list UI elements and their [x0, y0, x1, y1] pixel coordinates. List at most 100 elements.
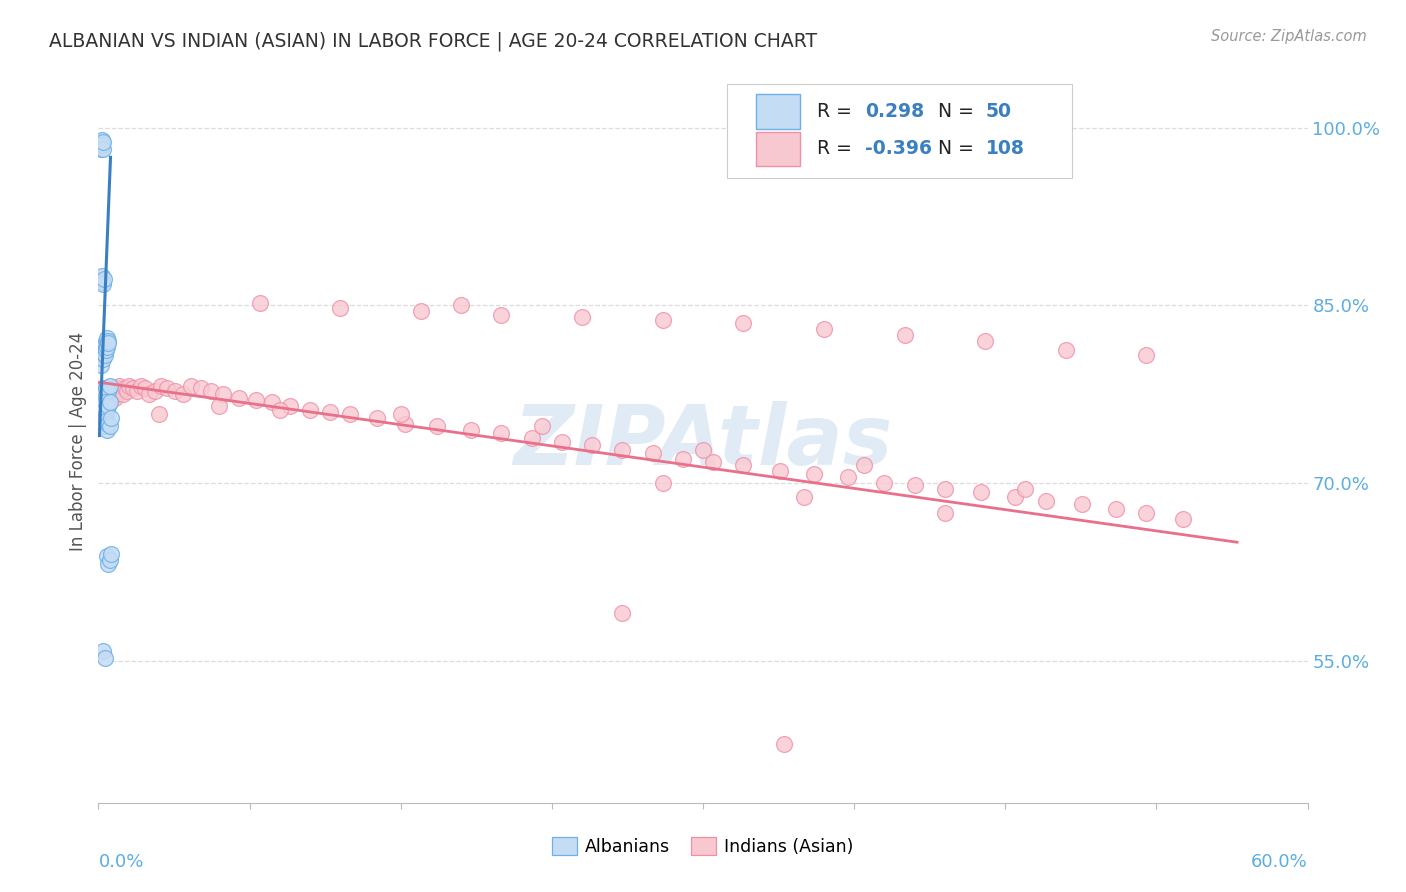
Point	[129, 379, 152, 393]
Point	[278, 399, 301, 413]
Point	[91, 138, 114, 153]
Point	[450, 298, 472, 312]
Point	[329, 301, 352, 315]
Point	[1070, 497, 1092, 511]
Point	[409, 304, 432, 318]
Point	[94, 407, 117, 421]
Point	[89, 393, 111, 408]
Point	[104, 384, 127, 398]
Point	[190, 381, 212, 395]
Point	[134, 381, 156, 395]
Point	[96, 384, 118, 398]
Point	[148, 407, 170, 421]
Point	[581, 438, 603, 452]
Point	[426, 419, 449, 434]
Point	[319, 405, 342, 419]
Point	[94, 391, 117, 405]
Point	[93, 644, 115, 658]
Point	[366, 410, 388, 425]
Point	[103, 381, 125, 395]
Point	[91, 387, 114, 401]
Point	[768, 464, 790, 478]
Point	[93, 402, 115, 417]
Text: R =: R =	[817, 102, 852, 120]
Point	[91, 395, 114, 409]
Point	[90, 135, 112, 149]
Point	[212, 387, 235, 401]
Point	[641, 446, 664, 460]
Point	[803, 467, 825, 481]
Text: -0.396: -0.396	[865, 139, 932, 159]
Point	[96, 331, 118, 345]
Point	[107, 379, 129, 393]
Point	[1004, 490, 1026, 504]
Text: R =: R =	[817, 139, 852, 159]
Point	[90, 138, 112, 153]
Point	[733, 458, 755, 473]
Point	[530, 419, 553, 434]
Point	[93, 387, 115, 401]
Point	[121, 381, 143, 395]
Point	[149, 379, 172, 393]
Point	[94, 393, 117, 408]
Point	[101, 387, 124, 401]
Point	[96, 395, 118, 409]
Point	[91, 268, 114, 283]
Point	[180, 379, 202, 393]
Point	[98, 395, 121, 409]
Point	[94, 399, 117, 413]
Point	[94, 348, 117, 362]
Point	[520, 431, 543, 445]
Point	[692, 442, 714, 457]
Point	[96, 381, 118, 395]
Point	[100, 391, 122, 405]
Point	[94, 651, 117, 665]
Point	[904, 478, 927, 492]
Point	[491, 308, 513, 322]
Point	[837, 470, 859, 484]
Text: ALBANIAN VS INDIAN (ASIAN) IN LABOR FORCE | AGE 20-24 CORRELATION CHART: ALBANIAN VS INDIAN (ASIAN) IN LABOR FORC…	[49, 31, 817, 51]
Point	[249, 296, 271, 310]
Point	[97, 557, 120, 571]
Point	[125, 384, 148, 398]
Legend: Albanians, Indians (Asian): Albanians, Indians (Asian)	[546, 830, 860, 863]
Point	[94, 395, 117, 409]
Point	[110, 384, 132, 398]
Point	[571, 310, 593, 325]
Point	[853, 458, 876, 473]
FancyBboxPatch shape	[727, 84, 1071, 178]
Point	[94, 419, 117, 434]
Point	[98, 553, 121, 567]
Point	[93, 351, 115, 366]
Point	[1135, 348, 1157, 362]
Point	[733, 316, 755, 330]
Point	[934, 482, 956, 496]
Point	[91, 138, 114, 153]
Point	[551, 434, 574, 449]
Point	[100, 547, 122, 561]
Point	[97, 391, 120, 405]
Point	[97, 393, 120, 408]
Point	[873, 475, 896, 490]
Point	[107, 381, 129, 395]
Point	[96, 407, 118, 421]
Text: ZIPAtlas: ZIPAtlas	[513, 401, 893, 482]
Point	[1014, 482, 1036, 496]
Point	[100, 384, 122, 398]
Point	[93, 272, 115, 286]
Point	[91, 142, 114, 156]
Point	[93, 407, 115, 421]
Point	[93, 395, 115, 409]
Point	[1135, 506, 1157, 520]
Point	[93, 345, 115, 359]
Point	[793, 490, 815, 504]
Point	[772, 737, 794, 751]
Point	[98, 419, 121, 434]
Point	[228, 391, 250, 405]
Text: Source: ZipAtlas.com: Source: ZipAtlas.com	[1211, 29, 1367, 44]
Point	[97, 399, 120, 413]
Point	[208, 399, 231, 413]
Point	[96, 340, 118, 354]
Point	[651, 475, 673, 490]
Point	[96, 391, 118, 405]
